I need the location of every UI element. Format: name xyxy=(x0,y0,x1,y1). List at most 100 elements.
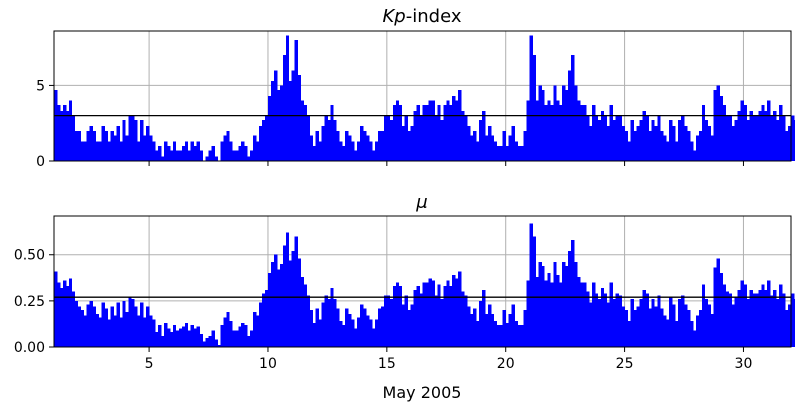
data-bar xyxy=(606,126,611,161)
data-bar xyxy=(434,115,438,161)
data-bar xyxy=(562,85,566,161)
data-bar xyxy=(416,286,420,347)
data-bar xyxy=(612,120,617,161)
data-bar xyxy=(505,145,510,161)
data-bar xyxy=(698,310,703,347)
data-bar xyxy=(689,321,694,347)
data-bar xyxy=(152,319,156,347)
data-bar xyxy=(193,145,198,161)
data-bar xyxy=(428,278,432,347)
data-bar xyxy=(487,304,492,347)
data-bar xyxy=(452,96,456,161)
data-bar xyxy=(636,126,640,161)
data-bar xyxy=(56,105,61,161)
data-bar xyxy=(220,324,224,347)
data-bar xyxy=(743,284,747,347)
data-bar xyxy=(508,135,513,161)
data-bar xyxy=(211,145,215,161)
data-bar xyxy=(137,141,141,161)
data-bar xyxy=(764,111,768,161)
data-bar xyxy=(603,293,608,347)
data-bar xyxy=(416,105,420,161)
data-bar xyxy=(627,141,631,161)
data-bar xyxy=(443,286,447,347)
data-bar xyxy=(235,330,239,347)
data-bar xyxy=(125,135,129,161)
data-bar xyxy=(520,145,524,161)
data-bar xyxy=(425,282,429,347)
data-bar xyxy=(776,299,780,347)
data-bar xyxy=(149,315,153,347)
data-bar xyxy=(348,313,352,347)
data-bar xyxy=(793,299,795,347)
data-bar xyxy=(577,276,581,347)
data-bar xyxy=(339,141,343,161)
data-bar xyxy=(383,295,388,347)
data-bar xyxy=(704,120,709,161)
data-bar xyxy=(282,55,287,161)
data-bar xyxy=(449,105,453,161)
data-bar xyxy=(56,282,61,347)
data-bar xyxy=(648,308,652,347)
data-bar xyxy=(205,337,209,347)
data-bar xyxy=(125,311,129,347)
data-bar xyxy=(467,126,471,161)
data-bar xyxy=(113,315,117,347)
data-bar xyxy=(392,286,397,347)
data-bar xyxy=(437,284,441,347)
data-bar xyxy=(193,328,198,347)
data-bar xyxy=(657,115,661,161)
data-bar xyxy=(514,321,518,347)
data-bar xyxy=(704,299,709,347)
data-bar xyxy=(383,115,388,161)
data-bar xyxy=(104,308,108,347)
data-bar xyxy=(440,299,444,347)
data-bar xyxy=(529,223,533,347)
data-bar xyxy=(464,115,468,161)
data-bar xyxy=(577,100,581,161)
data-bar xyxy=(773,111,777,161)
data-bar xyxy=(282,245,287,347)
data-bar xyxy=(333,120,337,161)
data-bar xyxy=(309,135,313,161)
data-bar xyxy=(306,295,310,347)
data-bar xyxy=(490,313,495,347)
data-bar xyxy=(264,289,269,347)
data-bar xyxy=(791,293,795,347)
data-bar xyxy=(511,126,516,161)
data-bar xyxy=(707,126,712,161)
data-bar xyxy=(719,96,724,161)
data-bar xyxy=(270,80,275,161)
data-bar xyxy=(143,317,147,347)
data-bar xyxy=(449,286,453,347)
data-bar xyxy=(428,100,432,161)
data-bar xyxy=(336,130,340,161)
data-bar xyxy=(89,300,94,347)
data-bar xyxy=(256,315,260,347)
data-bar xyxy=(675,321,679,347)
data-bar xyxy=(458,89,462,161)
data-bar xyxy=(223,135,227,161)
data-bar xyxy=(134,120,138,161)
data-bar xyxy=(80,141,85,161)
data-bar xyxy=(324,115,328,161)
data-bar xyxy=(520,324,524,347)
data-bar xyxy=(306,115,310,161)
data-bar xyxy=(669,297,673,347)
data-bar xyxy=(86,130,91,161)
data-bar xyxy=(348,135,352,161)
data-bar xyxy=(247,156,251,161)
data-bar xyxy=(336,308,340,347)
data-bar xyxy=(140,302,144,347)
data-bar xyxy=(155,332,159,347)
data-bar xyxy=(297,258,302,347)
data-bar xyxy=(122,120,126,161)
data-bar xyxy=(793,120,795,161)
data-bar xyxy=(217,345,221,347)
data-bar xyxy=(110,306,114,347)
data-bar xyxy=(116,302,120,347)
data-bar xyxy=(666,141,670,161)
data-bar xyxy=(681,295,685,347)
data-bar xyxy=(226,130,230,161)
data-bar xyxy=(505,323,510,347)
